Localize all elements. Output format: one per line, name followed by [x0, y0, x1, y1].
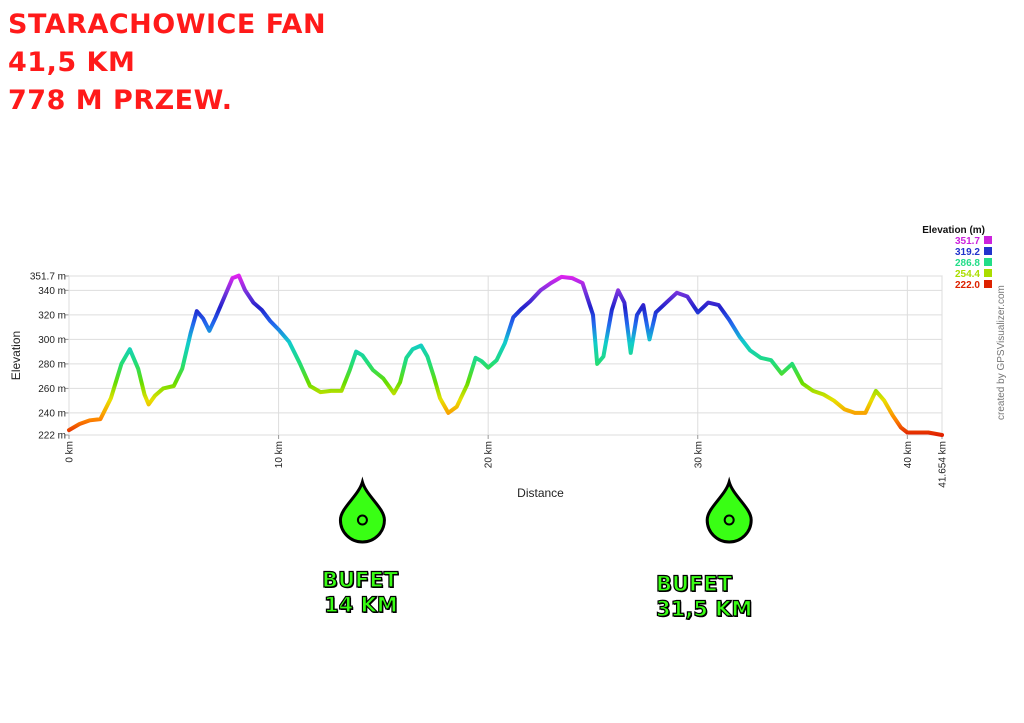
bufet-drop-hole-0	[356, 514, 368, 526]
bufet-label-1-km: 14 KM	[323, 592, 398, 617]
y-tick-label-6: 340 m	[38, 286, 66, 297]
elevation-line	[67, 273, 944, 437]
y-axis-title: Elevation	[9, 331, 23, 380]
legend-label-0: 351.7	[955, 236, 980, 247]
x-tick-label-2: 20 km	[484, 441, 495, 468]
route-climb: 778 M PRZEW.	[8, 85, 233, 116]
y-tick-label-3: 280 m	[38, 359, 66, 370]
y-tick-label-2: 260 m	[38, 384, 66, 395]
bufet-marker-icon-1	[705, 476, 753, 544]
bufet-label-1: BUFET 14 KM	[321, 567, 399, 618]
bufet-label-2-title: BUFET	[655, 571, 733, 596]
plot-area	[68, 275, 943, 436]
route-header: STARACHOWICE FAN 41,5 KM 778 M PRZEW.	[8, 6, 326, 120]
legend-swatch-4	[984, 280, 992, 288]
bufet-drop-0	[338, 476, 386, 544]
y-tick-label-7: 351.7 m	[30, 272, 66, 283]
credit-text: created by GPSVisualizer.com	[996, 285, 1007, 420]
x-axis-title: Distance	[517, 486, 564, 500]
legend-swatch-0	[984, 236, 992, 244]
bufet-drop-hole-1	[723, 514, 735, 526]
legend-swatch-3	[984, 269, 992, 277]
bufet-marker-icon-0	[338, 476, 386, 544]
legend-swatch-1	[984, 247, 992, 255]
y-tick-label-4: 300 m	[38, 335, 66, 346]
x-tick-label-1: 10 km	[274, 441, 285, 468]
route-name: STARACHOWICE FAN	[8, 9, 327, 40]
y-tick-label-5: 320 m	[38, 310, 66, 321]
legend-label-2: 286.8	[955, 258, 980, 269]
bufet-label-2: BUFET 31,5 KM	[655, 571, 753, 622]
bufet-drop-1	[705, 476, 753, 544]
legend-title: Elevation (m)	[922, 225, 985, 236]
y-tick-label-0: 222 m	[38, 431, 66, 442]
x-tick-label-0: 0 km	[65, 441, 76, 463]
bufet-label-2-km: 31,5 KM	[655, 596, 753, 621]
legend-label-4: 222.0	[955, 280, 980, 291]
route-distance: 41,5 KM	[8, 47, 136, 78]
x-tick-label-4: 40 km	[903, 441, 914, 468]
bufet-label-1-title: BUFET	[321, 567, 399, 592]
x-tick-label-5: 41.654 km	[938, 441, 949, 488]
legend-label-3: 254.4	[955, 269, 980, 280]
y-tick-label-1: 240 m	[38, 408, 66, 419]
legend-label-1: 319.2	[955, 247, 980, 258]
legend-swatch-2	[984, 258, 992, 266]
x-tick-label-3: 30 km	[693, 441, 704, 468]
